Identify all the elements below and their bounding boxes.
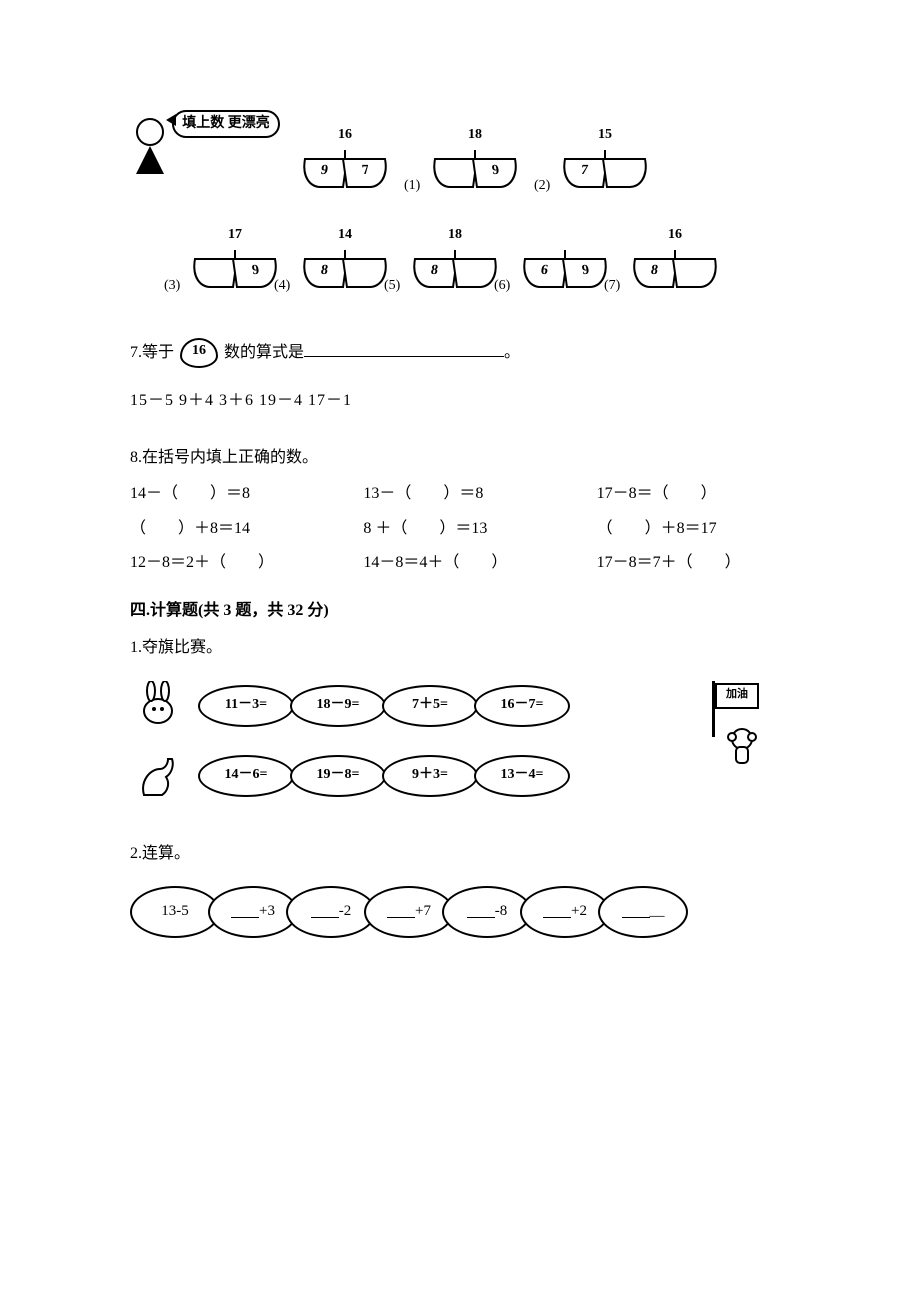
chain-diagram: 13-5+3-2+7-8+2__ [130, 886, 790, 938]
race-oval[interactable]: 19－8= [290, 755, 386, 797]
flower-left-leaf[interactable] [430, 158, 478, 188]
girl-icon [130, 118, 170, 178]
flower-left-leaf[interactable] [190, 258, 238, 288]
flower-right-leaf[interactable]: 7 [342, 158, 390, 188]
flower-head: 18 [439, 220, 471, 252]
chain-oval[interactable]: 13-5 [130, 886, 220, 938]
chain-blank[interactable] [311, 904, 339, 919]
q7-prefix: 7.等于 [130, 344, 174, 361]
q8-cell[interactable]: 17－8＝（ ） [597, 479, 790, 509]
q8-cell[interactable]: 17－8＝7＋（ ） [597, 548, 790, 578]
chain-blank[interactable] [387, 904, 415, 919]
race-oval[interactable]: 13－4= [474, 755, 570, 797]
flower-head: 16 [329, 120, 361, 152]
flower-head: 14 [329, 220, 361, 252]
speech-bubble: 填上数 更漂亮 [172, 110, 280, 138]
chain-blank[interactable] [543, 904, 571, 919]
kangaroo-icon [134, 751, 182, 799]
flower-index: (1) [404, 173, 420, 200]
flag-text: 加油 [715, 683, 759, 709]
q8-cell[interactable]: （ ）＋8＝14 [130, 514, 323, 544]
race-oval[interactable]: 7＋5= [382, 685, 478, 727]
flower-right-leaf[interactable] [672, 258, 720, 288]
chain-oval[interactable]: +7 [364, 886, 454, 938]
chain-blank[interactable] [231, 904, 259, 919]
q7-flower-icon: 16 [180, 338, 218, 368]
flower: (3)179 [190, 220, 280, 300]
flower-left-leaf[interactable]: 8 [410, 258, 458, 288]
flower: (2)157 [560, 120, 650, 200]
q8-row: 12－8＝2＋（ ） 14－8＝4＋（ ） 17－8＝7＋（ ） [130, 548, 790, 578]
flower-right-leaf[interactable]: 9 [472, 158, 520, 188]
q8-row: （ ）＋8＝14 8 ＋（ ）＝13 （ ）＋8＝17 [130, 514, 790, 544]
flower-right-leaf[interactable]: 9 [562, 258, 610, 288]
q8-cell[interactable]: 13－（ ）＝8 [363, 479, 556, 509]
q7-line: 7.等于 16 数的算式是 。 [130, 338, 790, 368]
q8-cell[interactable]: 14－8＝4＋（ ） [363, 548, 556, 578]
rabbit-icon [134, 681, 182, 729]
flower: 1697 [300, 120, 390, 200]
flower-left-leaf[interactable]: 8 [300, 258, 348, 288]
flower: (7)168 [630, 220, 720, 300]
flower-head [549, 220, 581, 252]
q8-row: 14－（ ）＝8 13－（ ）＝8 17－8＝（ ） [130, 479, 790, 509]
chain-oval[interactable]: +3 [208, 886, 298, 938]
flower-left-leaf[interactable]: 7 [560, 158, 608, 188]
chain-oval[interactable]: +2 [520, 886, 610, 938]
flower: (5)188 [410, 220, 500, 300]
q7-suffix: 。 [504, 344, 520, 361]
q7-mid: 数的算式是 [224, 344, 304, 361]
race-oval[interactable]: 16－7= [474, 685, 570, 727]
flower-index: (5) [384, 273, 400, 300]
flower-left-leaf[interactable]: 9 [300, 158, 348, 188]
s4-q1-title: 1.夺旗比赛。 [130, 633, 790, 663]
q7-blank[interactable] [304, 338, 504, 357]
q8-cell[interactable]: 8 ＋（ ）＝13 [363, 514, 556, 544]
q8-cell[interactable]: （ ）＋8＝17 [597, 514, 790, 544]
flower-left-leaf[interactable]: 6 [520, 258, 568, 288]
q8-grid: 14－（ ）＝8 13－（ ）＝8 17－8＝（ ） （ ）＋8＝14 8 ＋（ ）＝1… [130, 479, 790, 578]
flower-right-leaf[interactable] [602, 158, 650, 188]
race-diagram: 11－3=18－9=7＋5=16－7= 14－6=19－8=9＋3=13－4= … [130, 677, 770, 817]
flower-head: 17 [219, 220, 251, 252]
flower-diagram: 填上数 更漂亮 1697(1)189(2)157(3)179(4)148(5)1… [130, 110, 690, 310]
race-oval[interactable]: 18－9= [290, 685, 386, 727]
chain-oval[interactable]: -8 [442, 886, 532, 938]
flower: (4)148 [300, 220, 390, 300]
q8-title: 8.在括号内填上正确的数。 [130, 443, 790, 473]
chain-oval[interactable]: __ [598, 886, 688, 938]
s4-q2-title: 2.连算。 [130, 839, 790, 869]
worksheet-page: 填上数 更漂亮 1697(1)189(2)157(3)179(4)148(5)1… [0, 0, 920, 1302]
race-oval[interactable]: 11－3= [198, 685, 294, 727]
monkey-icon [718, 721, 766, 769]
flower-index: (2) [534, 173, 550, 200]
q7-options: 15－5 9＋4 3＋6 19－4 17－1 [130, 386, 790, 416]
q8-cell[interactable]: 14－（ ）＝8 [130, 479, 323, 509]
flower-head: 15 [589, 120, 621, 152]
chain-blank[interactable] [467, 904, 495, 919]
section4-title: 四.计算题(共 3 题，共 32 分) [130, 596, 790, 626]
flower-index: (3) [164, 273, 180, 300]
flower-right-leaf[interactable]: 9 [232, 258, 280, 288]
speech-line1: 填上数 更漂亮 [182, 116, 270, 131]
flower-index: (6) [494, 273, 510, 300]
q8-cell[interactable]: 12－8＝2＋（ ） [130, 548, 323, 578]
flower-left-leaf[interactable]: 8 [630, 258, 678, 288]
flower: (1)189 [430, 120, 520, 200]
race-oval[interactable]: 9＋3= [382, 755, 478, 797]
flower-head: 18 [459, 120, 491, 152]
flower-index: (7) [604, 273, 620, 300]
flower-right-leaf[interactable] [452, 258, 500, 288]
chain-blank[interactable] [622, 904, 650, 919]
flower-right-leaf[interactable] [342, 258, 390, 288]
flower-head: 16 [659, 220, 691, 252]
chain-oval[interactable]: -2 [286, 886, 376, 938]
flower: (6)69 [520, 220, 610, 300]
race-oval[interactable]: 14－6= [198, 755, 294, 797]
flower-index: (4) [274, 273, 290, 300]
